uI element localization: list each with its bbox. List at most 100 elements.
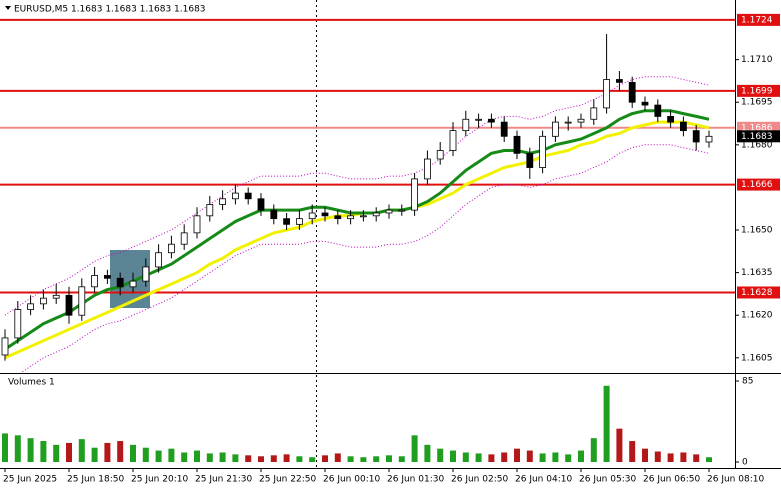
- candle-body: [167, 243, 175, 254]
- volume-bar: [373, 456, 380, 462]
- y-tick-label: 1.1605: [741, 353, 773, 363]
- volume-bar: [590, 438, 597, 462]
- volume-bar: [245, 455, 252, 462]
- candle-body: [91, 275, 98, 288]
- candle-body: [628, 81, 636, 103]
- volume-bar: [91, 447, 98, 462]
- y-tick-label: 1.1710: [741, 55, 773, 65]
- volume-bar: [526, 450, 533, 462]
- volume-bar: [334, 453, 341, 462]
- candle-body: [513, 135, 521, 154]
- candle-body: [65, 294, 73, 316]
- volume-bar: [706, 457, 712, 462]
- volume-bar: [629, 441, 636, 462]
- volume-bar: [194, 450, 200, 462]
- x-tick-label: 26 Jun 05:30: [579, 475, 636, 485]
- volume-bar: [219, 452, 226, 462]
- x-tick-label: 25 Jun 21:30: [195, 475, 252, 485]
- candle-body: [347, 215, 355, 220]
- volume-bar: [53, 444, 60, 462]
- volume-bar: [501, 452, 508, 462]
- candle-body: [257, 198, 265, 211]
- volume-bar: [603, 385, 610, 462]
- candle-body: [692, 130, 700, 143]
- level-label-box: [737, 121, 780, 134]
- volume-bar: [66, 442, 72, 462]
- volume-bar: [654, 451, 661, 462]
- candle-body: [359, 215, 367, 218]
- volume-bar: [130, 444, 136, 462]
- volume-bar: [206, 453, 213, 462]
- candle-body: [411, 178, 419, 211]
- volume-bar: [78, 439, 85, 462]
- candle-body: [616, 79, 623, 83]
- chart-title: EURUSD,M5 1.1683 1.1683 1.1683 1.1683: [14, 5, 206, 15]
- volume-bar: [693, 454, 700, 462]
- title-arrow: [5, 6, 11, 10]
- volume-bar: [104, 442, 111, 462]
- candle-body: [436, 150, 444, 160]
- y-tick-label: 1.1695: [741, 98, 773, 108]
- candle-body: [27, 303, 35, 310]
- candle-body: [142, 266, 150, 282]
- y-tick-label: 1.1680: [741, 140, 773, 150]
- volume-bar: [270, 455, 277, 462]
- volume-bar: [450, 450, 456, 462]
- candle-body: [1, 337, 9, 356]
- volume-bar: [578, 450, 584, 462]
- volume-bar: [680, 452, 687, 462]
- volume-bar: [424, 444, 431, 462]
- volume-bar: [232, 454, 239, 462]
- candle-body: [372, 212, 380, 217]
- candle-body: [500, 121, 508, 137]
- candle-body: [334, 215, 342, 220]
- candle-body: [577, 118, 585, 123]
- volume-bar: [552, 452, 559, 462]
- level-label: 1.1628: [741, 288, 773, 298]
- candle-body: [385, 209, 393, 214]
- volume-bar: [437, 448, 444, 462]
- y-tick-label: 1.1650: [741, 226, 773, 236]
- candle-body: [321, 212, 329, 217]
- volume-bar: [2, 433, 8, 462]
- volume-bar: [398, 456, 405, 462]
- volume-bar: [488, 454, 495, 462]
- level-label-box: [737, 178, 780, 191]
- current-price-label: 1.1683: [741, 132, 773, 142]
- volume-bar: [539, 453, 546, 462]
- volume-bar: [667, 453, 674, 462]
- x-tick-label: 25 Jun 2025: [3, 475, 57, 485]
- volume-bar: [14, 435, 21, 462]
- candle-body: [475, 118, 483, 121]
- volume-bar: [117, 441, 124, 462]
- candle-body: [155, 252, 163, 268]
- candle-body: [206, 204, 214, 217]
- x-tick-label: 26 Jun 08:10: [707, 475, 764, 485]
- candle-body: [654, 104, 662, 117]
- volume-bar: [386, 455, 392, 462]
- volume-bar: [616, 428, 623, 462]
- candle-body: [78, 286, 86, 316]
- candle-body: [244, 192, 252, 200]
- volume-bar: [142, 447, 149, 462]
- volume-bar: [283, 454, 290, 462]
- y-tick-label: 85: [742, 377, 753, 387]
- candle-body: [462, 118, 470, 132]
- candle-body: [398, 209, 406, 212]
- level-label-box: [737, 13, 780, 26]
- volume-bar: [642, 448, 648, 462]
- volume-bar: [411, 435, 418, 462]
- volume-title: Volumes 1: [8, 378, 55, 388]
- candle-body: [526, 152, 534, 168]
- level-label: 1.1666: [741, 180, 773, 190]
- volume-bar: [309, 457, 316, 462]
- volume-bar: [168, 448, 175, 462]
- volume-bar: [181, 452, 188, 462]
- candle-body: [308, 212, 316, 220]
- candle-body: [423, 158, 431, 180]
- x-tick-label: 25 Jun 18:50: [67, 475, 124, 485]
- candle-body: [667, 116, 674, 123]
- volume-bar: [462, 452, 469, 462]
- candle-body: [116, 277, 124, 288]
